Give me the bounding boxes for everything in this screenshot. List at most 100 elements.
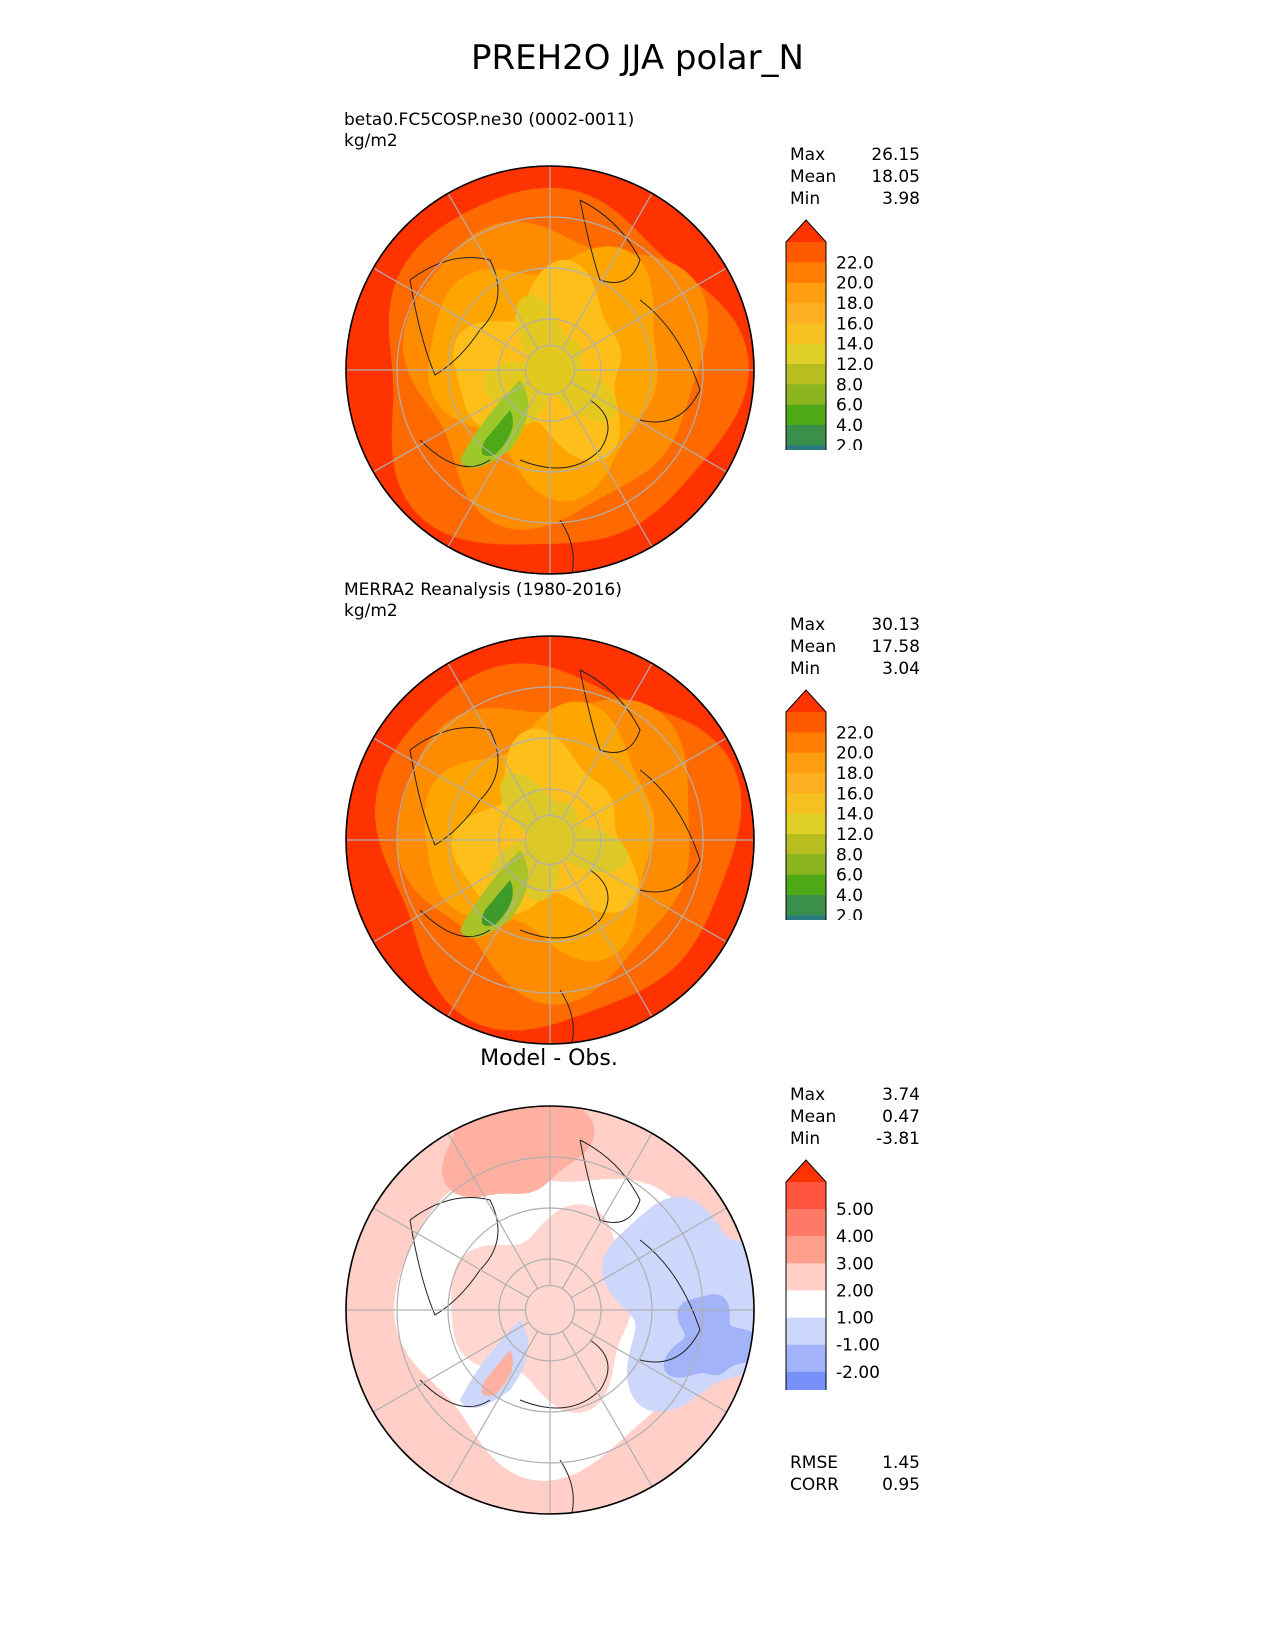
meridian-line: [373, 737, 530, 829]
meridian-line: [447, 663, 539, 820]
colorbar-tick-label: 22.0: [836, 723, 874, 743]
stat-value: 26.15: [871, 145, 920, 165]
stat-row-mean: Mean 18.05: [790, 166, 920, 188]
coastline: [639, 769, 701, 893]
greenland-core: [481, 880, 513, 926]
stat-label: Min: [790, 1129, 821, 1149]
coastline: [519, 869, 609, 939]
map-boundary: [345, 635, 755, 1045]
colorbar-tick-label: 2.00: [836, 1281, 874, 1301]
stat-value: 17.58: [871, 637, 920, 657]
colorbar-segment: [786, 1236, 826, 1264]
meridian-line: [373, 1321, 530, 1413]
stat-value: 0.95: [882, 1475, 920, 1495]
coastline: [419, 1379, 491, 1408]
meridian-line: [570, 737, 727, 829]
colorbar-extend-top: [786, 1160, 826, 1182]
greenland-core: [481, 410, 513, 456]
meridian-line: [570, 1207, 727, 1299]
colorbar-segment: [786, 854, 826, 876]
coastline: [639, 299, 701, 423]
positive-region: [441, 1106, 595, 1198]
colorbar-segment: [786, 1263, 826, 1291]
stat-value: 3.04: [882, 659, 920, 679]
colorbar-tick-label: 4.00: [836, 1227, 874, 1247]
coastline: [419, 909, 491, 938]
stat-row-max: Max 3.74: [790, 1084, 920, 1106]
coastline: [559, 1459, 574, 1514]
colorbar-tick-label: 2.0: [836, 906, 863, 920]
colorbar-tick-label: -1.00: [836, 1336, 880, 1356]
stat-label: Min: [790, 659, 821, 679]
stat-value: 1.45: [882, 1453, 920, 1473]
meridian-line: [373, 1207, 530, 1299]
meridian-line: [561, 390, 653, 547]
colorbar-tick-label: 16.0: [836, 314, 874, 334]
colorbar-segment: [786, 384, 826, 406]
coastline: [519, 399, 609, 469]
colorbar-segment: [786, 874, 826, 896]
colorbar: 22.020.018.016.014.012.08.06.04.02.01.00…: [785, 689, 874, 920]
stat-row-min: Min 3.04: [790, 658, 920, 680]
map-field: [346, 1106, 754, 1514]
latitude-line: [524, 1284, 576, 1336]
stat-label: Min: [790, 189, 821, 209]
colorbar-segment: [786, 732, 826, 754]
stat-value: 3.98: [882, 189, 920, 209]
coastline: [559, 989, 574, 1044]
colorbar-outline: [785, 1159, 827, 1390]
polar-map: [345, 1105, 755, 1515]
colorbar-segment: [786, 712, 826, 733]
stat-value: 18.05: [871, 167, 920, 187]
panel-units: kg/m2: [344, 601, 398, 621]
stat-label: Mean: [790, 167, 837, 187]
panel-diff: Model - Obs. Max 3.74 Mean 0.47 Min -3.81 RMSE 1…: [0, 1046, 1275, 1530]
stat-row-mean: Mean 17.58: [790, 636, 920, 658]
stat-row-max: Max 30.13: [790, 614, 920, 636]
colorbar-outline: [785, 219, 827, 450]
figure-title: PREH2O JJA polar_N: [471, 38, 804, 78]
stat-value: 3.74: [882, 1085, 920, 1105]
stat-label: Mean: [790, 637, 837, 657]
stat-value: 30.13: [871, 615, 920, 635]
colorbar-segment: [786, 1344, 826, 1373]
stat-row-corr: CORR 0.95: [790, 1474, 920, 1496]
coastline: [579, 199, 641, 283]
colorbar-segment: [786, 1182, 826, 1210]
coastline: [419, 439, 491, 468]
meridian-line: [570, 1321, 727, 1413]
colorbar-segment: [786, 404, 826, 426]
colorbar-segment: [786, 282, 826, 304]
map-boundary: [345, 165, 755, 575]
map-field: [346, 166, 754, 574]
stat-label: RMSE: [790, 1453, 839, 1473]
greenland-core: [481, 1350, 513, 1396]
panel-label: MERRA2 Reanalysis (1980-2016): [344, 580, 622, 600]
colorbar-extend-top: [786, 690, 826, 712]
latitude-line: [524, 814, 576, 866]
colorbar-tick-label: 6.0: [836, 396, 863, 416]
colorbar-tick-label: 8.0: [836, 845, 863, 865]
coastline: [519, 1339, 609, 1409]
colorbar-segment: [786, 323, 826, 345]
colorbar-tick-label: 20.0: [836, 274, 874, 294]
meridian-line: [561, 663, 653, 820]
colorbar-segment: [786, 1209, 826, 1237]
colorbar-segment: [786, 262, 826, 284]
polar-map: [345, 165, 755, 575]
stat-label: Mean: [790, 1107, 837, 1127]
panel-ref: MERRA2 Reanalysis (1980-2016) kg/m2 Max 30.…: [0, 580, 1275, 1060]
colorbar-tick-label: 12.0: [836, 355, 874, 375]
colorbar-segment: [786, 242, 826, 263]
meridian-line: [447, 390, 539, 547]
meridian-line: [561, 860, 653, 1017]
meridian-line: [373, 381, 530, 473]
colorbar-segment: [786, 752, 826, 774]
stat-label: Max: [790, 145, 826, 165]
colorbar-tick-label: 3.00: [836, 1254, 874, 1274]
colorbar-tick-label: 2.0: [836, 436, 863, 450]
error-stats-block: RMSE 1.45 CORR 0.95: [790, 1452, 920, 1496]
polar-map: [345, 635, 755, 1045]
stats-block: Max 3.74 Mean 0.47 Min -3.81: [790, 1084, 920, 1150]
coastline: [579, 669, 641, 753]
